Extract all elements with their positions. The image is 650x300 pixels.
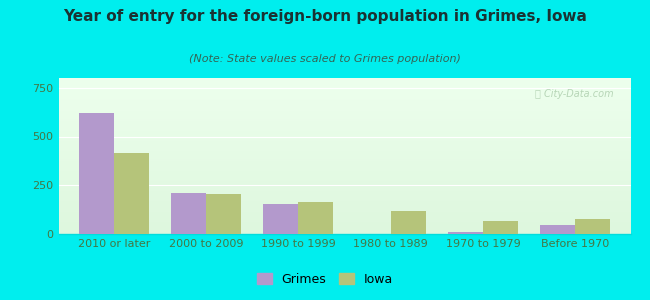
Text: (Note: State values scaled to Grimes population): (Note: State values scaled to Grimes pop…	[189, 54, 461, 64]
Bar	[171, 193, 206, 234]
Bar	[483, 221, 518, 234]
Bar	[79, 113, 114, 234]
Bar	[263, 204, 298, 234]
Legend: Grimes, Iowa: Grimes, Iowa	[252, 268, 398, 291]
Bar	[391, 211, 426, 234]
Bar	[298, 202, 333, 234]
Bar	[448, 232, 483, 234]
Text: Ⓢ City-Data.com: Ⓢ City-Data.com	[535, 89, 614, 99]
Bar	[540, 225, 575, 234]
Text: Year of entry for the foreign-born population in Grimes, Iowa: Year of entry for the foreign-born popul…	[63, 9, 587, 24]
Bar	[206, 194, 241, 234]
Bar	[114, 153, 149, 234]
Bar	[575, 219, 610, 234]
